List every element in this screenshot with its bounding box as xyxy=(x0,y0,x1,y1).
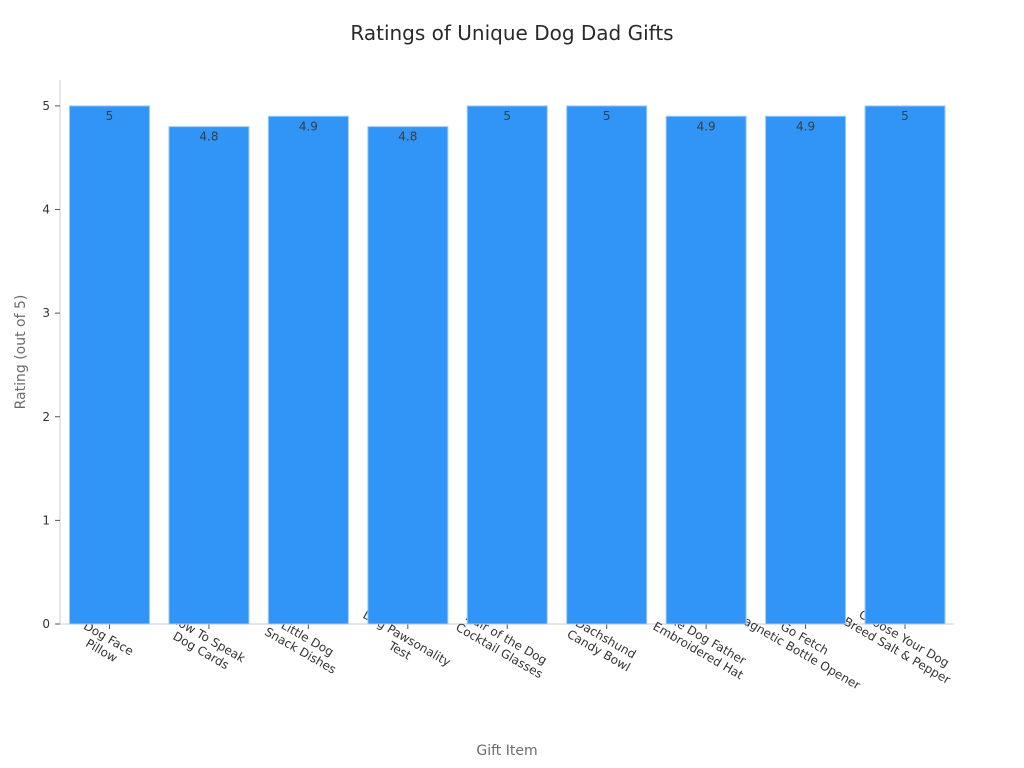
bar xyxy=(864,105,946,625)
data-label: 5 xyxy=(901,109,909,123)
bar xyxy=(566,105,648,625)
data-labels: 5 4.8 4.9 4.8 5 5 4.9 4.9 5 xyxy=(106,109,909,144)
x-axis-title: Gift Item xyxy=(476,743,537,759)
y-axis: 0 1 2 3 4 5 xyxy=(42,80,61,631)
data-label: 5 xyxy=(603,109,611,123)
y-tick-label: 5 xyxy=(42,99,50,113)
data-label: 4.9 xyxy=(796,119,815,133)
data-label: 4.8 xyxy=(199,130,218,144)
bar xyxy=(466,105,548,625)
bars xyxy=(69,105,946,625)
bar xyxy=(267,115,349,625)
data-label: 4.9 xyxy=(299,119,318,133)
data-label: 5 xyxy=(106,109,114,123)
bar xyxy=(665,115,747,625)
bar xyxy=(69,105,150,625)
y-tick-label: 0 xyxy=(42,617,50,631)
bar xyxy=(168,126,250,625)
y-tick-label: 4 xyxy=(42,203,50,217)
bar xyxy=(367,126,449,625)
y-tick-label: 1 xyxy=(42,513,50,527)
data-label: 4.8 xyxy=(398,130,417,144)
data-label: 4.9 xyxy=(697,119,716,133)
y-tick-label: 2 xyxy=(42,410,50,424)
chart-title: Ratings of Unique Dog Dad Gifts xyxy=(350,21,673,45)
bar xyxy=(765,115,847,625)
y-tick-label: 3 xyxy=(42,306,50,320)
data-label: 5 xyxy=(503,109,511,123)
y-axis-title: Rating (out of 5) xyxy=(13,295,29,410)
